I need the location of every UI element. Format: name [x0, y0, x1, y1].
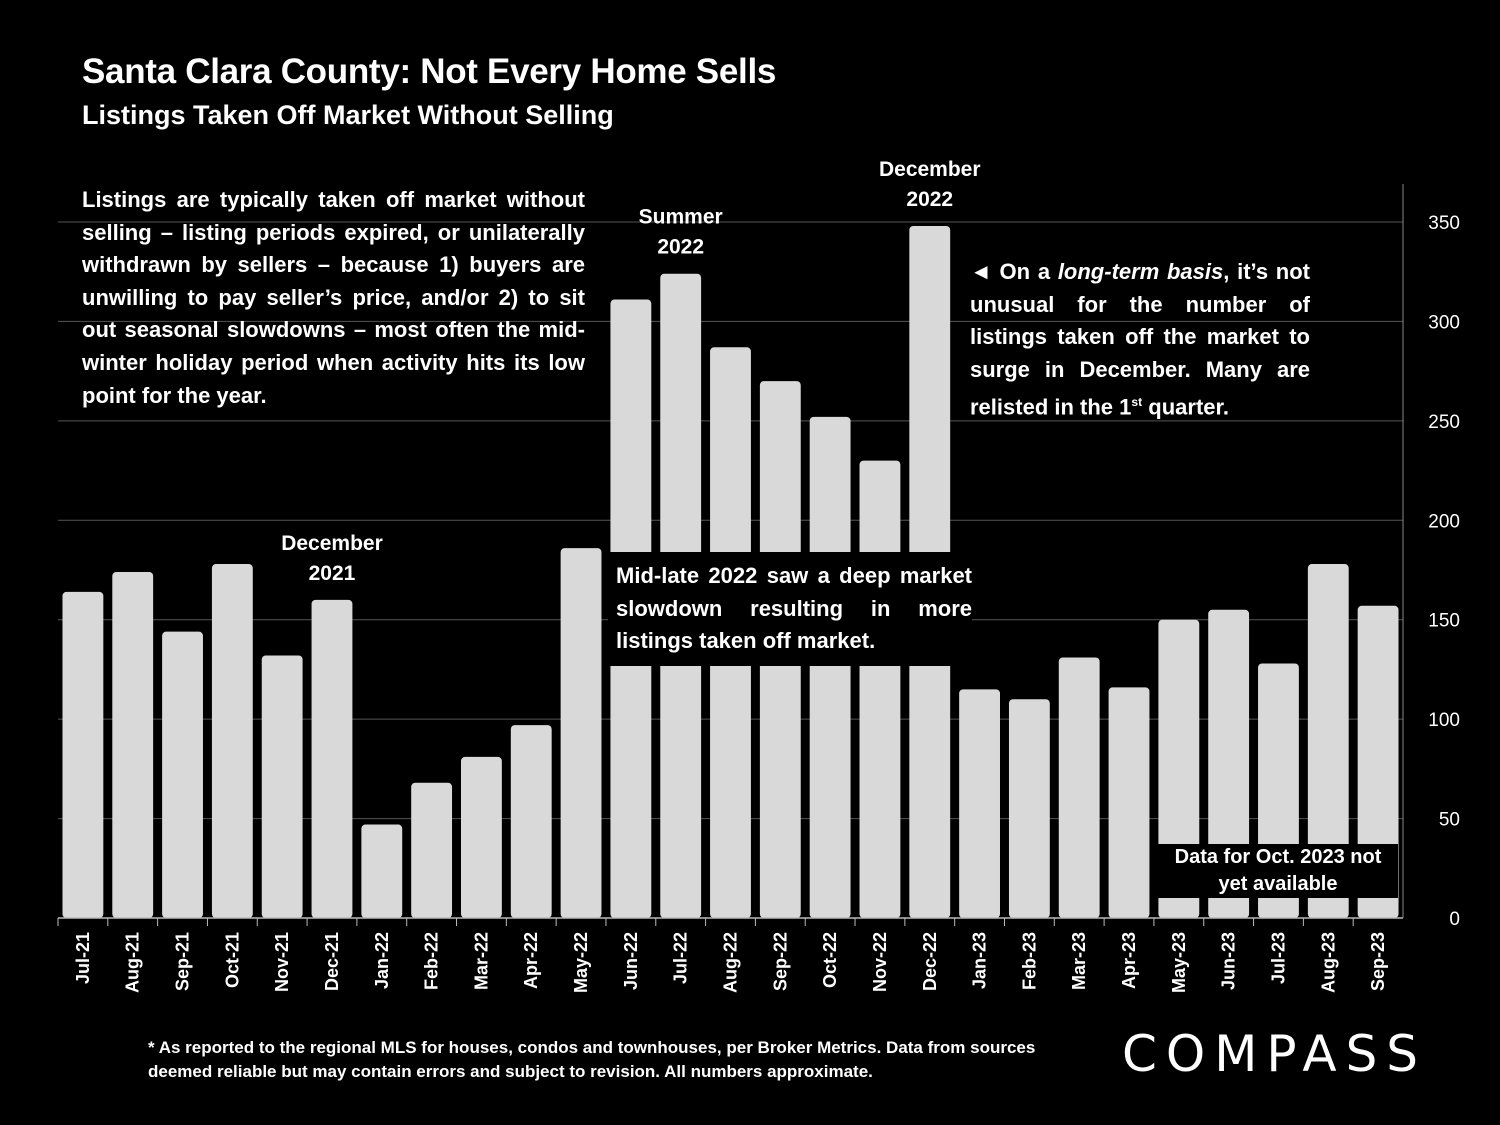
bar-jul-21: [62, 591, 104, 918]
slowdown-note: Mid-late 2022 saw a deep market slowdown…: [608, 552, 972, 666]
x-tick-label: Nov-21: [272, 932, 292, 992]
bar-jan-22: [361, 824, 403, 918]
december-note-text-c: quarter.: [1142, 394, 1229, 420]
x-tick-label: Sep-22: [770, 932, 790, 991]
bar-may-23: [1158, 619, 1200, 918]
y-tick-label: 300: [1428, 312, 1460, 333]
bar-mar-22: [461, 756, 502, 918]
x-tick-label: Jun-23: [1219, 932, 1239, 990]
bar-nov-21: [261, 655, 303, 918]
x-tick-label: Apr-23: [1119, 932, 1139, 989]
annotation-label: December 2021: [281, 532, 383, 585]
bar-nov-22: [859, 460, 901, 918]
bar-feb-23: [1008, 699, 1050, 918]
x-tick-label: Sep-21: [173, 932, 193, 991]
x-tick-label: Jan-23: [970, 932, 990, 989]
y-tick-label: 50: [1439, 810, 1460, 831]
x-tick-label: Jul-22: [671, 932, 691, 984]
annotation-label: Summer 2022: [639, 206, 723, 259]
x-tick-label: Jul-23: [1268, 932, 1288, 984]
x-tick-label: Dec-21: [322, 932, 342, 991]
bar-apr-23: [1108, 687, 1150, 918]
bar-jan-23: [959, 689, 1000, 918]
data-unavailable-note: Data for Oct. 2023 not yet available: [1158, 844, 1398, 898]
x-tick-label: Jan-22: [372, 932, 392, 989]
x-tick-label: Feb-23: [1019, 932, 1039, 990]
y-tick-label: 150: [1428, 611, 1460, 632]
x-tick-label: Dec-22: [920, 932, 940, 991]
bar-sep-23: [1357, 605, 1399, 918]
bar-oct-21: [211, 564, 253, 918]
december-note-emphasis: long-term basis: [1057, 259, 1224, 284]
december-note-superscript: st: [1131, 395, 1143, 410]
x-tick-label: Aug-21: [123, 932, 143, 993]
bar-sep-21: [162, 631, 203, 918]
bar-feb-22: [411, 782, 453, 918]
december-note-text-a: On a: [999, 259, 1051, 284]
y-tick-label: 250: [1428, 412, 1460, 433]
bar-aug-21: [112, 571, 154, 918]
x-tick-label: Feb-22: [422, 932, 442, 990]
x-tick-label: Apr-22: [521, 932, 541, 989]
x-tick-label: May-23: [1169, 932, 1189, 993]
left-arrow-icon: ◄: [970, 259, 992, 284]
axes: [57, 184, 1404, 926]
compass-logo: COMPASS: [1122, 1025, 1428, 1083]
page-title: Santa Clara County: Not Every Home Sells: [82, 52, 777, 91]
y-tick-label: 350: [1428, 213, 1460, 234]
y-tick-label: 100: [1428, 710, 1460, 731]
x-tick-label: Mar-23: [1069, 932, 1089, 990]
bar-jun-23: [1208, 609, 1250, 918]
page-subtitle: Listings Taken Off Market Without Sellin…: [82, 100, 614, 130]
y-tick-label: 0: [1449, 909, 1460, 930]
x-tick-label: Aug-23: [1318, 932, 1338, 993]
bar-apr-22: [510, 725, 552, 918]
y-tick-label: 200: [1428, 511, 1460, 532]
bar-may-22: [560, 548, 602, 918]
footnote: * As reported to the regional MLS for ho…: [148, 1038, 1036, 1081]
labels: 0 50 100 150 200 250 300 350 Jul-21 Aug-21 Sep-21 O…: [73, 158, 1460, 993]
bar-oct-22: [809, 416, 851, 918]
bar-mar-23: [1058, 657, 1100, 918]
december-note: ◄ On a long-term basis, it’s not unusual…: [970, 256, 1310, 424]
x-tick-label: Oct-22: [820, 932, 840, 988]
x-tick-label: Aug-22: [721, 932, 741, 993]
x-tick-label: Oct-21: [222, 932, 242, 988]
x-tick-label: Jun-22: [621, 932, 641, 990]
bar-aug-23: [1307, 564, 1349, 918]
x-tick-label: Sep-23: [1368, 932, 1388, 991]
annotation-label: December 2022: [879, 158, 981, 211]
x-tick-label: Jul-21: [73, 932, 93, 984]
x-tick-label: Mar-22: [471, 932, 491, 990]
bar-dec-21: [311, 599, 353, 918]
x-tick-label: May-22: [571, 932, 591, 993]
bars: [62, 225, 1399, 919]
explanation-note: Listings are typically taken off market …: [82, 187, 585, 408]
x-tick-label: Nov-22: [870, 932, 890, 992]
december-note-text-b: , it’s not unusual for the number of lis…: [970, 259, 1311, 420]
